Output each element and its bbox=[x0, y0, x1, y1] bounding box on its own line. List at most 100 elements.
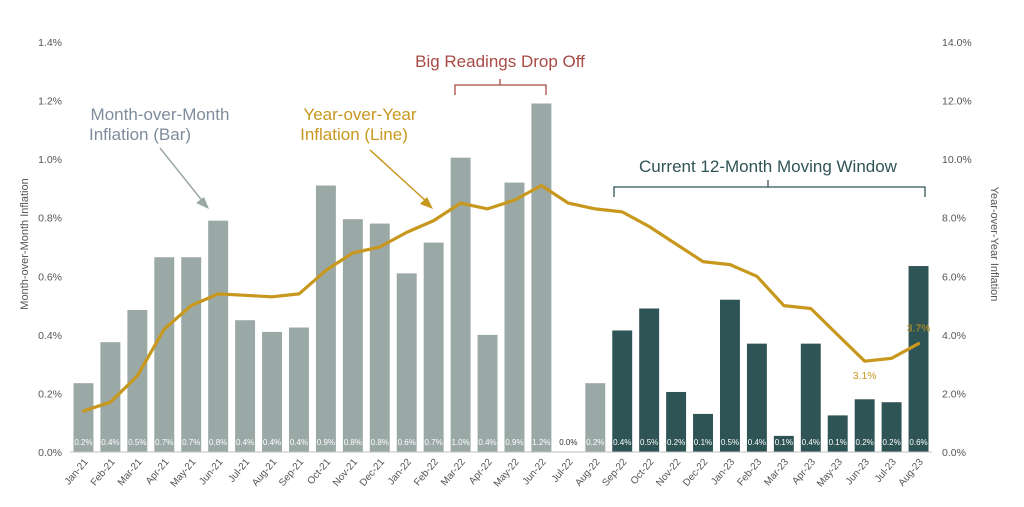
x-tick-label: Nov-22 bbox=[654, 457, 683, 489]
bar-data-label: 0.7% bbox=[155, 438, 173, 447]
bar bbox=[827, 415, 848, 452]
x-tick-label: Jul-22 bbox=[550, 457, 576, 485]
bar bbox=[585, 383, 606, 452]
bar-data-label: 1.0% bbox=[451, 438, 469, 447]
x-tick-label: Mar-23 bbox=[762, 457, 791, 489]
bar-data-label: 0.7% bbox=[425, 438, 443, 447]
bar-data-label: 0.1% bbox=[775, 438, 793, 447]
bar bbox=[800, 343, 821, 452]
bar bbox=[908, 266, 929, 452]
bar-data-label: 0.4% bbox=[802, 438, 820, 447]
bar-data-label: 0.2% bbox=[586, 438, 604, 447]
bar-data-label: 0.2% bbox=[667, 438, 685, 447]
mom-annotation-line1: Month-over-Month bbox=[91, 105, 230, 124]
bar bbox=[342, 219, 363, 452]
x-tick-label: Jan-21 bbox=[63, 457, 91, 488]
bar bbox=[396, 273, 417, 452]
bar bbox=[127, 309, 148, 452]
bar-data-label: 0.2% bbox=[74, 438, 92, 447]
y-right-tick-label: 14.0% bbox=[942, 37, 972, 49]
bar bbox=[235, 320, 256, 452]
bar bbox=[639, 308, 660, 452]
bar-data-label: 0.9% bbox=[505, 438, 523, 447]
bar-data-label: 0.4% bbox=[613, 438, 631, 447]
x-tick-label: Feb-23 bbox=[735, 457, 764, 489]
bar-data-label: 0.9% bbox=[317, 438, 335, 447]
big-readings-annotation: Big Readings Drop Off bbox=[415, 52, 585, 71]
y-right-tick-label: 8.0% bbox=[942, 213, 966, 225]
x-tick-label: Jun-21 bbox=[197, 457, 225, 488]
yoy-annotation-arrow bbox=[369, 149, 433, 209]
bar bbox=[746, 343, 767, 452]
bar bbox=[881, 402, 902, 452]
bar bbox=[531, 103, 552, 452]
bar-data-label: 0.4% bbox=[263, 438, 281, 447]
bars-layer: 0.2% 0.4% 0.5% 0.7% 0.7% 0.8% 0.4% 0.4% 0.4% 0.9%… bbox=[73, 103, 929, 453]
bar bbox=[289, 327, 309, 452]
bar bbox=[477, 334, 498, 452]
x-tick-label: Jun-23 bbox=[844, 457, 872, 488]
window-bracket bbox=[613, 180, 926, 197]
y-right-tick-label: 10.0% bbox=[942, 154, 972, 166]
x-tick-label: Feb-22 bbox=[412, 457, 441, 489]
bar bbox=[369, 223, 390, 452]
x-tick-label: May-23 bbox=[815, 457, 845, 490]
bar-data-label: 0.4% bbox=[748, 438, 766, 447]
x-tick-label: Aug-21 bbox=[250, 457, 279, 489]
bar bbox=[504, 182, 525, 453]
bar bbox=[100, 342, 121, 452]
mom-annotation-arrow bbox=[159, 147, 209, 209]
window-annotation: Current 12-Month Moving Window bbox=[639, 157, 898, 176]
y-right-tick-label: 12.0% bbox=[942, 96, 972, 108]
x-tick-label: Aug-22 bbox=[573, 457, 602, 489]
y-right-tick-label: 4.0% bbox=[942, 330, 966, 342]
bar bbox=[612, 330, 633, 452]
y-right-tick-label: 6.0% bbox=[942, 271, 966, 283]
bar bbox=[720, 299, 740, 452]
bar-data-label: 1.2% bbox=[532, 438, 550, 447]
mom-annotation-line2: Inflation (Bar) bbox=[89, 125, 191, 144]
y-left-tick-label: 0.8% bbox=[38, 213, 62, 225]
bar-data-label: 0.0% bbox=[559, 438, 577, 447]
bar bbox=[208, 220, 229, 452]
yoy-annotation-line2: Inflation (Line) bbox=[300, 125, 408, 144]
bar bbox=[693, 413, 713, 452]
y-left-tick-label: 0.0% bbox=[38, 447, 62, 459]
bar-data-label: 0.4% bbox=[236, 438, 254, 447]
x-tick-label: Jul-21 bbox=[226, 457, 252, 485]
x-tick-label: Mar-22 bbox=[439, 457, 468, 489]
bar bbox=[666, 391, 687, 452]
bar bbox=[773, 435, 794, 452]
yoy-line bbox=[81, 183, 921, 413]
bar-data-label: 0.5% bbox=[128, 438, 146, 447]
bar-data-label: 0.7% bbox=[182, 438, 200, 447]
bar bbox=[423, 242, 444, 452]
bar-data-label: 0.4% bbox=[290, 438, 308, 447]
yoy-point-label: 3.1% bbox=[853, 370, 877, 382]
bar bbox=[73, 383, 94, 452]
bar-data-label: 0.8% bbox=[344, 438, 362, 447]
x-tick-label: Dec-21 bbox=[358, 457, 387, 489]
x-tick-label: Jan-22 bbox=[386, 457, 414, 488]
yoy-point-label: 3.7% bbox=[907, 323, 931, 335]
bar-data-label: 0.4% bbox=[101, 438, 119, 447]
x-tick-label: Sep-22 bbox=[600, 457, 629, 489]
x-tick-label: Nov-21 bbox=[331, 457, 360, 489]
x-tick-label: Feb-21 bbox=[89, 457, 118, 489]
y-left-tick-label: 0.4% bbox=[38, 330, 62, 342]
bar-data-label: 0.8% bbox=[371, 438, 389, 447]
y-left-tick-label: 0.6% bbox=[38, 271, 62, 283]
y-left-tick-label: 1.2% bbox=[38, 96, 62, 108]
y-left-tick-label: 1.0% bbox=[38, 154, 62, 166]
bar bbox=[262, 331, 282, 452]
x-tick-label: Jan-23 bbox=[709, 457, 737, 488]
bar-data-label: 0.2% bbox=[882, 438, 900, 447]
x-tick-label: Jul-23 bbox=[873, 457, 899, 485]
x-tick-label: Aug-23 bbox=[897, 457, 926, 489]
bar bbox=[315, 185, 336, 452]
x-tick-label: Oct-22 bbox=[629, 457, 657, 487]
y-left-axis-title: Month-over-Month Inflation bbox=[19, 178, 31, 309]
x-tick-label: Dec-22 bbox=[681, 457, 710, 489]
x-tick-label: Oct-21 bbox=[305, 457, 333, 487]
